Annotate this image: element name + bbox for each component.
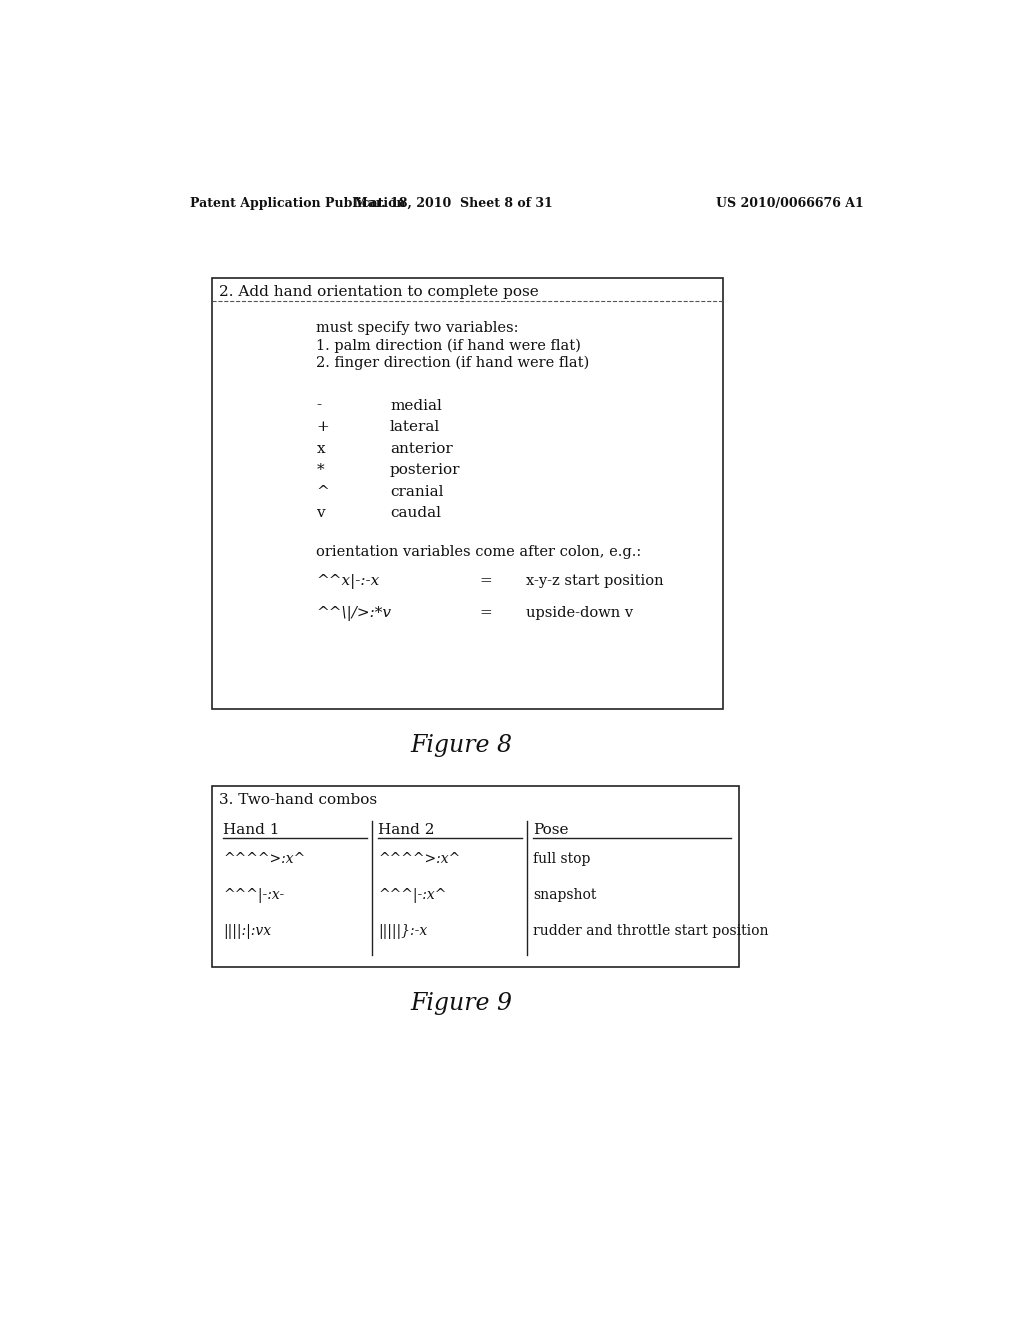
Text: Hand 1: Hand 1 <box>223 822 280 837</box>
Text: 2. Add hand orientation to complete pose: 2. Add hand orientation to complete pose <box>219 285 540 298</box>
Text: Mar. 18, 2010  Sheet 8 of 31: Mar. 18, 2010 Sheet 8 of 31 <box>354 197 553 210</box>
Text: x-y-z start position: x-y-z start position <box>525 574 664 589</box>
Text: ^^\|/>:*v: ^^\|/>:*v <box>316 606 391 620</box>
FancyBboxPatch shape <box>212 785 738 966</box>
Text: =: = <box>479 574 492 589</box>
Text: medial: medial <box>390 399 441 413</box>
Text: 3. Two-hand combos: 3. Two-hand combos <box>219 793 378 807</box>
Text: v: v <box>316 507 325 520</box>
Text: Pose: Pose <box>534 822 568 837</box>
Text: ^^^^>:x^: ^^^^>:x^ <box>223 853 305 866</box>
Text: |||||}:-x: |||||}:-x <box>378 924 428 939</box>
Text: Figure 9: Figure 9 <box>411 993 512 1015</box>
Text: posterior: posterior <box>390 463 461 478</box>
Text: orientation variables come after colon, e.g.:: orientation variables come after colon, … <box>316 545 642 558</box>
Text: lateral: lateral <box>390 420 440 434</box>
Text: =: = <box>479 606 492 620</box>
Text: ||||:|:vx: ||||:|:vx <box>223 924 271 939</box>
Text: caudal: caudal <box>390 507 441 520</box>
Text: US 2010/0066676 A1: US 2010/0066676 A1 <box>717 197 864 210</box>
Text: snapshot: snapshot <box>534 888 597 903</box>
Text: ^^^|-:x-: ^^^|-:x- <box>223 888 285 903</box>
Text: *: * <box>316 463 324 478</box>
Text: full stop: full stop <box>534 853 591 866</box>
Text: upside-down v: upside-down v <box>525 606 633 620</box>
Text: +: + <box>316 420 329 434</box>
Text: x: x <box>316 442 325 455</box>
Text: 1. palm direction (if hand were flat): 1. palm direction (if hand were flat) <box>316 338 582 352</box>
Text: cranial: cranial <box>390 484 443 499</box>
Text: -: - <box>316 399 322 413</box>
FancyBboxPatch shape <box>212 277 723 709</box>
Text: ^^x|-:-x: ^^x|-:-x <box>316 574 380 589</box>
Text: Hand 2: Hand 2 <box>378 822 435 837</box>
Text: Figure 8: Figure 8 <box>411 734 512 758</box>
Text: ^: ^ <box>316 484 329 499</box>
Text: rudder and throttle start position: rudder and throttle start position <box>534 924 769 939</box>
Text: anterior: anterior <box>390 442 453 455</box>
Text: ^^^|-:x^: ^^^|-:x^ <box>378 888 446 903</box>
Text: 2. finger direction (if hand were flat): 2. finger direction (if hand were flat) <box>316 356 590 371</box>
Text: Patent Application Publication: Patent Application Publication <box>190 197 406 210</box>
Text: must specify two variables:: must specify two variables: <box>316 321 519 335</box>
Text: ^^^^>:x^: ^^^^>:x^ <box>378 853 461 866</box>
